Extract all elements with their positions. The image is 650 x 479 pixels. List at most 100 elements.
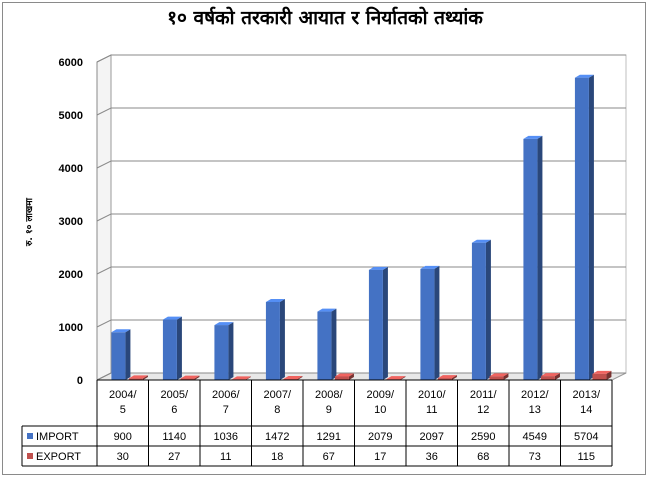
table-value: 17 <box>374 451 386 463</box>
bar-top <box>231 376 251 380</box>
x-category-label: 2012/ <box>521 389 549 401</box>
bar-side <box>588 74 594 381</box>
export-bar <box>489 376 504 380</box>
import-bar <box>265 301 280 380</box>
y-tick-label: 5000 <box>59 110 83 122</box>
bar-top <box>489 373 509 377</box>
legend-key <box>27 433 33 439</box>
gridline <box>96 266 626 275</box>
export-bar <box>592 373 607 380</box>
bar-side <box>297 376 303 380</box>
x-category-label: 7 <box>223 404 229 416</box>
bar-top <box>540 373 560 377</box>
x-category-label: 2004/ <box>109 389 137 401</box>
x-category-label: 5 <box>120 404 126 416</box>
bar-side <box>382 266 388 380</box>
legend-series-name: EXPORT <box>36 451 81 463</box>
table-value: 2590 <box>471 431 495 443</box>
bar-side <box>125 329 131 380</box>
table-value: 1140 <box>162 431 186 443</box>
bar-top <box>471 239 491 243</box>
table-value: 2079 <box>368 431 392 443</box>
bar-top <box>180 375 200 379</box>
import-bar <box>317 311 332 380</box>
bar-top <box>162 316 182 320</box>
bar-side <box>400 376 406 380</box>
bar-side <box>606 370 612 380</box>
bar-side <box>279 298 285 380</box>
table-value: 67 <box>323 451 335 463</box>
chart-frame <box>2 2 646 475</box>
export-bar <box>180 378 195 380</box>
bar-side <box>537 135 543 380</box>
export-bar <box>128 378 143 380</box>
bar-side <box>194 375 200 380</box>
bar-top <box>386 376 406 380</box>
y-tick-label: 3000 <box>59 216 83 228</box>
bar-side <box>176 316 182 380</box>
import-bar <box>420 268 435 380</box>
import-bar <box>523 138 538 380</box>
bar-top <box>128 375 148 379</box>
x-category-label: 2009/ <box>366 389 394 401</box>
bar-top <box>283 376 303 380</box>
x-category-label: 12 <box>477 404 489 416</box>
y-tick-label: 6000 <box>59 57 83 69</box>
y-tick-label: 1000 <box>59 322 83 334</box>
x-category-label: 2005/ <box>160 389 188 401</box>
x-category-label: 14 <box>580 404 592 416</box>
x-category-label: 2007/ <box>263 389 291 401</box>
x-category-label: 11 <box>426 404 437 416</box>
table-value: 2097 <box>420 431 444 443</box>
chart-title: १० वर्षको तरकारी आयात र निर्यातको तथ्यां… <box>167 7 483 29</box>
bar-top <box>437 375 457 379</box>
export-bar <box>540 376 555 380</box>
bar-side <box>503 373 509 380</box>
x-category-label: 10 <box>374 404 386 416</box>
import-bar <box>214 325 229 380</box>
export-bar <box>334 376 349 380</box>
table-value: 30 <box>117 451 129 463</box>
import-bar <box>471 242 486 380</box>
table-value: 1472 <box>265 431 289 443</box>
table-value: 36 <box>426 451 438 463</box>
bar-side <box>142 375 148 380</box>
y-tick-label: 4000 <box>59 163 83 175</box>
bar-top <box>334 373 354 377</box>
y-tick-label: 2000 <box>59 269 83 281</box>
x-category-label: 8 <box>274 404 280 416</box>
bar-top <box>574 74 594 78</box>
gridline <box>96 160 626 169</box>
table-value: 1036 <box>214 431 238 443</box>
bar-top <box>420 265 440 269</box>
import-bar <box>574 77 589 381</box>
bar-side <box>331 308 337 380</box>
bar-side <box>434 265 440 380</box>
bar-side <box>485 239 491 380</box>
table-value: 900 <box>114 431 132 443</box>
gridline <box>96 319 626 328</box>
table-value: 18 <box>271 451 283 463</box>
import-bar <box>162 319 177 380</box>
bar-top <box>214 322 234 326</box>
x-category-label: 2006/ <box>212 389 240 401</box>
bar-side <box>554 373 560 380</box>
bar-side <box>245 376 251 380</box>
x-category-label: 2008/ <box>315 389 343 401</box>
table-value: 73 <box>529 451 541 463</box>
table-value: 4549 <box>523 431 547 443</box>
import-bar <box>368 269 383 380</box>
bar-top <box>368 266 388 270</box>
x-category-label: 6 <box>171 404 177 416</box>
gridline <box>96 54 626 63</box>
bar-top <box>265 298 285 302</box>
y-tick-label: 0 <box>77 375 83 387</box>
table-value: 27 <box>168 451 180 463</box>
bar-top <box>523 135 543 139</box>
bar-top <box>111 329 131 333</box>
table-value: 115 <box>577 451 595 463</box>
x-category-label: 9 <box>326 404 332 416</box>
legend-key <box>27 453 33 459</box>
gridline <box>96 107 626 116</box>
bar-side <box>451 375 457 380</box>
